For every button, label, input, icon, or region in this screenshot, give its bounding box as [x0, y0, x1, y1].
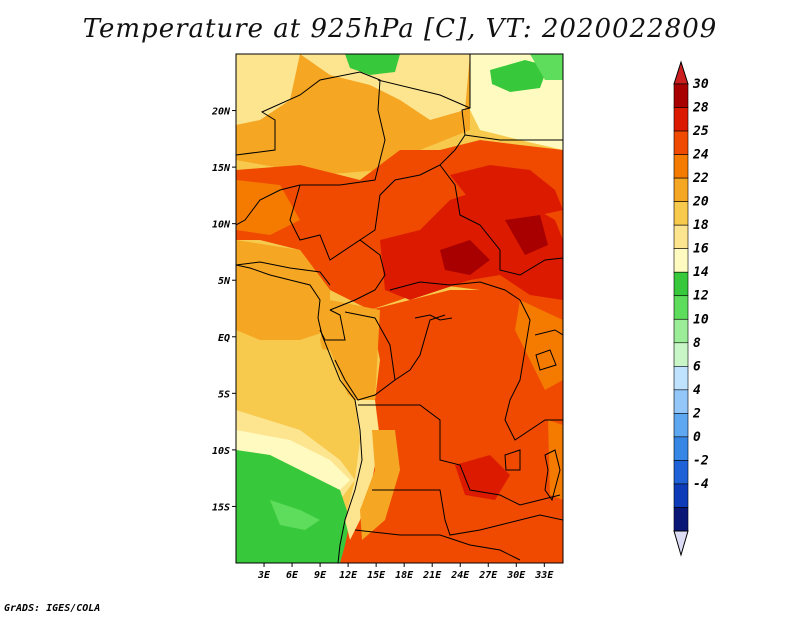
lon-tick-label: 12E: [339, 570, 358, 581]
lat-tick-label: 5S: [218, 389, 230, 400]
colorbar-swatch: [673, 318, 689, 344]
colorbar-label: 2: [692, 406, 701, 421]
lon-tick-label: 33E: [534, 570, 554, 581]
colorbar-label: 10: [693, 312, 709, 327]
colorbar-swatch: [673, 413, 689, 438]
colorbar-swatch: [673, 201, 689, 226]
colorbar-label: 28: [692, 101, 709, 116]
colorbar-swatch: [673, 271, 689, 297]
colorbar-swatch: [673, 436, 689, 461]
lat-tick-label: 10N: [212, 220, 231, 231]
colorbar-swatch: [673, 154, 689, 179]
latitude-axis: 20N 15N 10N 5N EQ 5S 10S 15S: [211, 107, 236, 513]
colorbar-swatch: [673, 507, 689, 532]
colorbar-label: -2: [693, 453, 709, 468]
colorbar-swatch: [673, 389, 689, 414]
map-frame: [235, 53, 564, 564]
colorbar-swatch: [673, 130, 689, 155]
colorbar-label: 16: [693, 242, 709, 257]
lon-tick-label: 18E: [395, 570, 414, 581]
longitude-axis: 3E 6E 9E 12E 15E 18E 21E 24E 27E 30E 33E: [257, 563, 554, 581]
colorbar-swatch: [673, 483, 689, 508]
map-title: Temperature at 925hPa [C], VT: 202002280…: [82, 14, 718, 44]
colorbar-swatch: [673, 366, 689, 391]
colorbar-label: 20: [692, 195, 709, 210]
colorbar-swatch: [673, 295, 689, 320]
lat-tick-label: 20N: [211, 107, 231, 118]
grads-credit: GrADS: IGES/COLA: [4, 603, 101, 614]
lat-tick-label: 15N: [212, 163, 231, 174]
colorbar-swatch: [673, 83, 689, 108]
colorbar-swatch: [673, 248, 689, 273]
lat-tick-label: EQ: [218, 333, 230, 344]
lat-tick-label: 15S: [212, 502, 230, 513]
colorbar-label: 22: [692, 171, 709, 186]
colorbar-swatch: [673, 460, 689, 485]
colorbar-swatch: [673, 342, 689, 367]
lon-tick-label: 15E: [367, 570, 386, 581]
colorbar-max-cap: [673, 60, 689, 85]
colorbar-swatch: [673, 177, 689, 202]
colorbar-label: 0: [693, 430, 701, 445]
colorbar-label: 12: [693, 289, 709, 304]
colorbar-label: 8: [693, 336, 701, 351]
colorbar-label: 25: [692, 124, 709, 139]
colorbar-label: 24: [692, 148, 709, 163]
colorbar-label: 30: [692, 77, 709, 92]
lon-tick-label: 6E: [286, 570, 299, 581]
colorbar-label: 14: [693, 265, 709, 280]
colorbar-label: 4: [693, 383, 701, 398]
lon-tick-label: 9E: [314, 570, 327, 581]
lon-tick-label: 3E: [257, 570, 271, 581]
colorbar-min-cap: [673, 530, 689, 557]
lat-tick-label: 10S: [212, 446, 230, 457]
colorbar-swatch: [673, 107, 689, 132]
country-borders: [236, 54, 563, 563]
lon-tick-label: 24E: [450, 570, 470, 581]
lon-tick-label: 27E: [478, 570, 498, 581]
lat-tick-label: 5N: [218, 276, 231, 287]
colorbar-label: -4: [693, 477, 709, 492]
temperature-field: [236, 54, 563, 563]
lon-tick-label: 21E: [422, 570, 442, 581]
colorbar-swatch: [673, 224, 689, 249]
colorbar-label: 18: [693, 218, 709, 233]
lon-tick-label: 30E: [506, 570, 526, 581]
colorbar-label: 6: [693, 359, 701, 374]
